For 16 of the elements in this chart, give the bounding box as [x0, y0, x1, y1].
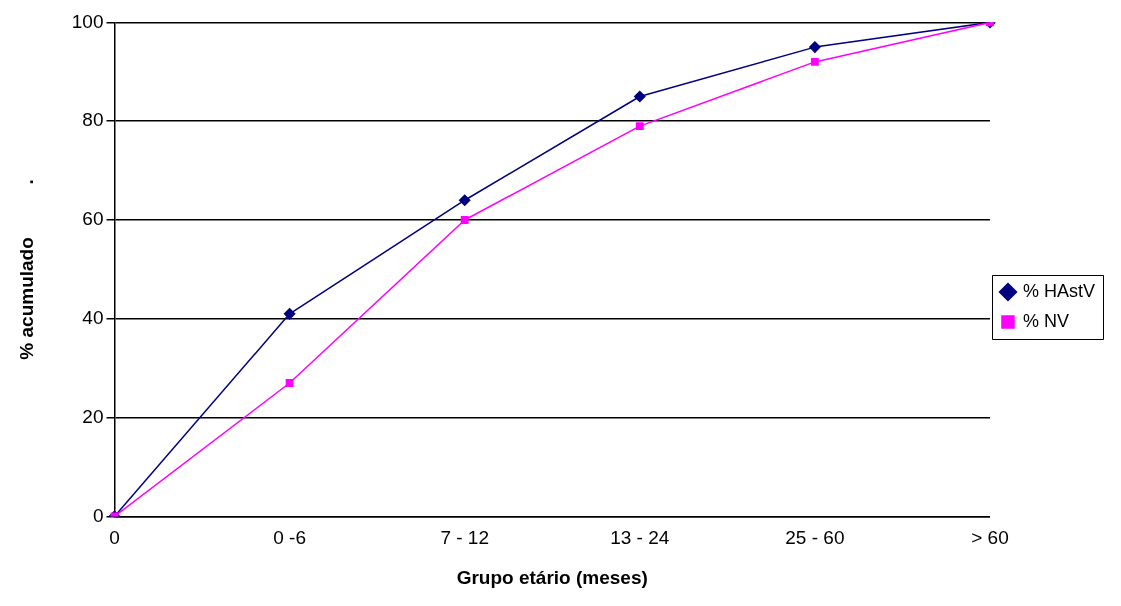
legend-label: % NV — [1022, 310, 1069, 331]
y-axis-title: % acumulado . — [15, 179, 37, 360]
y-tick-label: 100 — [71, 10, 104, 32]
x-axis-title: Grupo etário (meses) — [456, 566, 648, 588]
x-tick-label: 13 - 24 — [610, 527, 670, 549]
y-tick-label: 60 — [82, 208, 104, 230]
y-tick-label: 0 — [92, 504, 104, 526]
y-tick-label: 80 — [82, 109, 104, 131]
y-tick-label: 40 — [82, 307, 104, 329]
x-tick-label: 25 - 60 — [785, 527, 845, 549]
legend-label: % HAstV — [1022, 280, 1096, 301]
x-tick-label: 0 — [109, 527, 120, 549]
x-tick-label: 7 - 12 — [440, 527, 489, 549]
x-tick-label: 0 -6 — [273, 527, 306, 549]
y-tick-label: 20 — [82, 405, 104, 427]
x-tick-label: > 60 — [971, 527, 1009, 549]
